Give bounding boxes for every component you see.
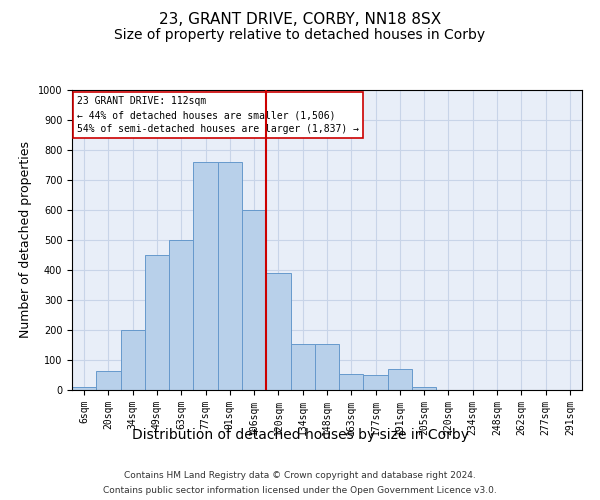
Text: Contains HM Land Registry data © Crown copyright and database right 2024.: Contains HM Land Registry data © Crown c… <box>124 471 476 480</box>
Bar <box>169 240 193 390</box>
Bar <box>364 375 388 390</box>
Y-axis label: Number of detached properties: Number of detached properties <box>19 142 32 338</box>
Bar <box>242 210 266 390</box>
Bar <box>412 387 436 390</box>
Bar <box>339 374 364 390</box>
Text: 23, GRANT DRIVE, CORBY, NN18 8SX: 23, GRANT DRIVE, CORBY, NN18 8SX <box>159 12 441 28</box>
Bar <box>218 162 242 390</box>
Text: Contains public sector information licensed under the Open Government Licence v3: Contains public sector information licen… <box>103 486 497 495</box>
Text: 23 GRANT DRIVE: 112sqm
← 44% of detached houses are smaller (1,506)
54% of semi-: 23 GRANT DRIVE: 112sqm ← 44% of detached… <box>77 96 359 134</box>
Bar <box>96 370 121 390</box>
Bar <box>145 255 169 390</box>
Bar <box>193 162 218 390</box>
Bar <box>290 344 315 390</box>
Bar <box>72 387 96 390</box>
Bar <box>266 273 290 390</box>
Bar <box>315 344 339 390</box>
Bar <box>121 330 145 390</box>
Bar <box>388 369 412 390</box>
Text: Distribution of detached houses by size in Corby: Distribution of detached houses by size … <box>131 428 469 442</box>
Text: Size of property relative to detached houses in Corby: Size of property relative to detached ho… <box>115 28 485 42</box>
